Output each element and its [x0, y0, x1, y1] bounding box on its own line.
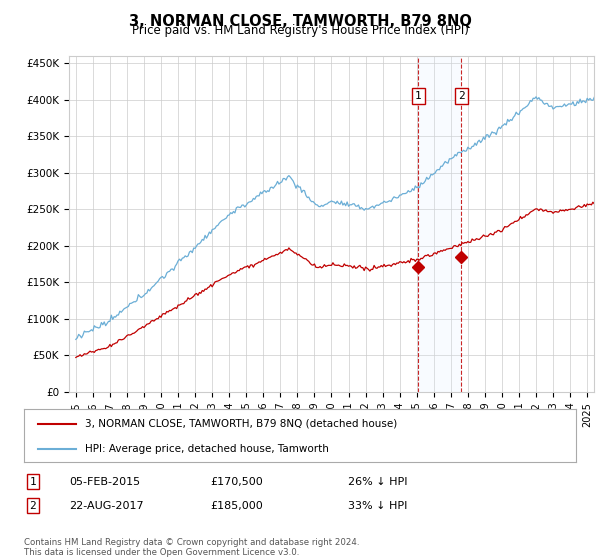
- Text: £185,000: £185,000: [210, 501, 263, 511]
- Text: 05-FEB-2015: 05-FEB-2015: [69, 477, 140, 487]
- Text: 3, NORMAN CLOSE, TAMWORTH, B79 8NQ: 3, NORMAN CLOSE, TAMWORTH, B79 8NQ: [128, 14, 472, 29]
- Text: £170,500: £170,500: [210, 477, 263, 487]
- Text: 1: 1: [29, 477, 37, 487]
- Bar: [418, 56, 461, 392]
- Text: Price paid vs. HM Land Registry's House Price Index (HPI): Price paid vs. HM Land Registry's House …: [131, 24, 469, 37]
- Text: 22-AUG-2017: 22-AUG-2017: [69, 501, 143, 511]
- Text: Contains HM Land Registry data © Crown copyright and database right 2024.
This d: Contains HM Land Registry data © Crown c…: [24, 538, 359, 557]
- Text: 33% ↓ HPI: 33% ↓ HPI: [348, 501, 407, 511]
- Text: 2: 2: [458, 91, 465, 101]
- Text: 26% ↓ HPI: 26% ↓ HPI: [348, 477, 407, 487]
- Text: 1: 1: [415, 91, 422, 101]
- Text: HPI: Average price, detached house, Tamworth: HPI: Average price, detached house, Tamw…: [85, 444, 329, 454]
- Text: 3, NORMAN CLOSE, TAMWORTH, B79 8NQ (detached house): 3, NORMAN CLOSE, TAMWORTH, B79 8NQ (deta…: [85, 419, 397, 429]
- Text: 2: 2: [29, 501, 37, 511]
